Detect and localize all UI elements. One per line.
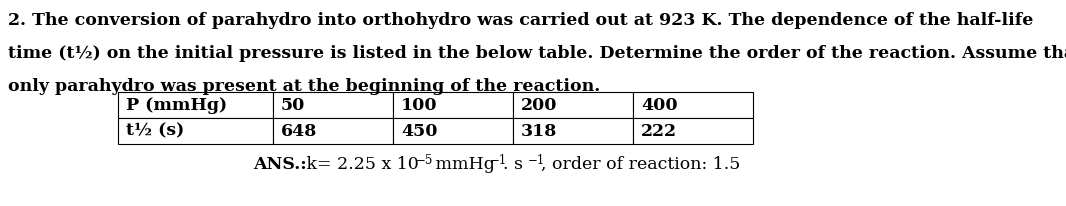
Bar — [118, 92, 273, 118]
Bar — [633, 118, 753, 144]
Text: −1: −1 — [490, 154, 507, 167]
Text: 50: 50 — [281, 96, 305, 114]
Bar — [273, 118, 393, 144]
Text: only parahydro was present at the beginning of the reaction.: only parahydro was present at the beginn… — [9, 78, 600, 95]
Text: −1: −1 — [528, 154, 545, 167]
Text: −5: −5 — [416, 154, 434, 167]
Bar — [393, 118, 513, 144]
Text: time (t½) on the initial pressure is listed in the below table. Determine the or: time (t½) on the initial pressure is lis… — [9, 45, 1066, 62]
Text: 400: 400 — [641, 96, 678, 114]
Text: 2. The conversion of parahydro into orthohydro was carried out at 923 K. The dep: 2. The conversion of parahydro into orth… — [9, 12, 1033, 29]
Bar — [393, 92, 513, 118]
Text: . s: . s — [503, 156, 523, 173]
Text: 648: 648 — [281, 123, 318, 139]
Text: t½ (s): t½ (s) — [126, 123, 184, 139]
Bar — [513, 92, 633, 118]
Text: ANS.:: ANS.: — [253, 156, 307, 173]
Text: P (mmHg): P (mmHg) — [126, 96, 227, 114]
Bar — [633, 92, 753, 118]
Text: mmHg: mmHg — [430, 156, 495, 173]
Bar — [513, 118, 633, 144]
Text: 318: 318 — [521, 123, 558, 139]
Bar — [118, 118, 273, 144]
Text: 100: 100 — [401, 96, 438, 114]
Text: , order of reaction: 1.5: , order of reaction: 1.5 — [542, 156, 741, 173]
Text: 200: 200 — [521, 96, 558, 114]
Bar — [273, 92, 393, 118]
Text: 222: 222 — [641, 123, 677, 139]
Text: k= 2.25 x 10: k= 2.25 x 10 — [301, 156, 419, 173]
Text: 450: 450 — [401, 123, 437, 139]
